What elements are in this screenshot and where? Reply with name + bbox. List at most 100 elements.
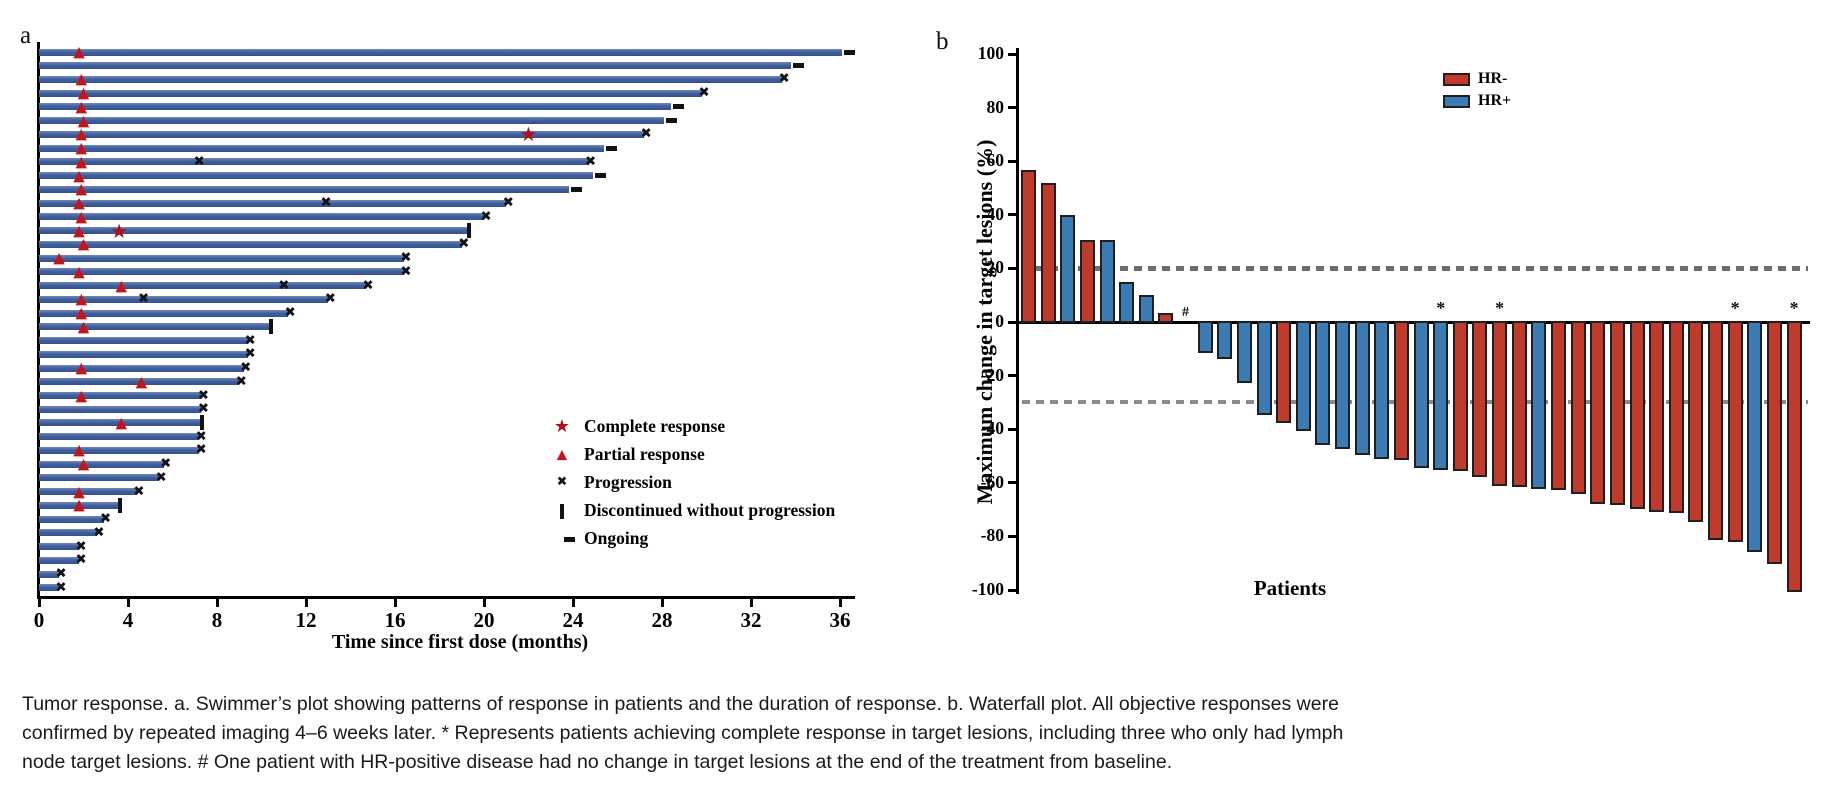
waterfall-bar-patient-31 (1609, 321, 1625, 505)
discontinued-bar-icon (467, 223, 472, 239)
waterfall-y-tick-label: -60 (980, 471, 1004, 492)
waterfall-y-tick (1008, 159, 1016, 163)
progression-x-icon: ✖ (400, 263, 412, 280)
swimmer-bar-patient-40 (39, 584, 60, 592)
waterfall-y-tick-label: 40 (986, 203, 1005, 224)
annotation-asterisk: * (1495, 298, 1505, 318)
swimmer-bar-patient-4 (39, 89, 703, 97)
swimmer-x-tick-label: 36 (829, 608, 851, 632)
waterfall-y-tick-label: 0 (995, 311, 1004, 331)
waterfall-bar-patient-8 (1158, 313, 1174, 323)
waterfall-bar-patient-27 (1531, 321, 1547, 489)
progression-x-icon: ✖ (99, 510, 112, 527)
swimmer-x-tick-label: 24 (562, 608, 584, 632)
partial-response-triangle-icon: ▲ (75, 289, 88, 308)
partial-response-triangle-icon: ▲ (115, 413, 128, 432)
ongoing-dash-icon (844, 49, 856, 55)
swimmer-bar-patient-36 (39, 529, 97, 537)
waterfall-bar-patient-13 (1256, 321, 1272, 416)
swimmer-bar-patient-20 (39, 309, 289, 317)
swimmer-x-tick-label: 12 (295, 608, 317, 632)
waterfall-y-tick (1008, 266, 1016, 270)
partial-response-triangle-icon: ▲ (556, 446, 568, 463)
waterfall-bar-patient-24 (1472, 321, 1488, 477)
waterfall-y-tick-label: -20 (980, 364, 1004, 385)
waterfall-bar-patient-6 (1119, 282, 1135, 323)
ongoing-dash-icon (570, 186, 582, 192)
panel-a-label: a (20, 22, 32, 49)
waterfall-bar-patient-20 (1393, 321, 1409, 460)
swimmer-bar-patient-26 (39, 392, 202, 399)
waterfall-bar-patient-19 (1374, 321, 1390, 460)
swimmer-x-tick-label: 28 (651, 608, 673, 632)
ongoing-dash-icon (793, 63, 805, 69)
swimmer-x-tick (126, 599, 130, 607)
ongoing-dash-icon (666, 118, 678, 124)
waterfall-bar-patient-21 (1413, 321, 1429, 468)
annotation-asterisk: * (1436, 298, 1446, 318)
partial-response-triangle-icon: ▲ (75, 358, 88, 377)
swimmer-x-tick (838, 599, 842, 607)
caption-line-3: node target lesions. # One patient with … (22, 751, 1173, 773)
swimmer-bar-patient-28 (39, 419, 202, 427)
swimmer-x-tick-label: 4 (122, 608, 134, 632)
swimmer-x-tick (304, 599, 308, 607)
swimmer-x-tick (37, 599, 41, 607)
waterfall-y-tick (1008, 106, 1016, 110)
waterfall-legend-swatch-HR- (1443, 73, 1470, 86)
swimmer-bar-patient-39 (39, 570, 60, 578)
swimmer-bar-patient-9 (39, 158, 589, 166)
partial-response-triangle-icon: ▲ (73, 495, 85, 514)
partial-response-triangle-icon: ▲ (73, 193, 85, 212)
progression-x-icon: ✖ (778, 70, 790, 87)
waterfall-y-tick-label: 60 (986, 150, 1005, 171)
waterfall-bar-patient-22 (1433, 321, 1449, 471)
swimmer-bar-patient-18 (39, 282, 367, 290)
discontinued-bar-icon (560, 503, 564, 519)
waterfall-zero-axis (1016, 320, 1810, 324)
swimmer-bar-patient-16 (39, 254, 404, 262)
swimmer-bar-patient-15 (39, 240, 462, 248)
waterfall-y-tick (1008, 427, 1016, 431)
waterfall-y-tick-label: -80 (980, 525, 1004, 546)
swimmer-x-tick (749, 599, 753, 607)
progression-x-icon: ✖ (502, 194, 514, 211)
waterfall-bar-patient-12 (1236, 321, 1252, 383)
waterfall-bar-patient-7 (1138, 294, 1154, 323)
reference-line-20 (1022, 265, 1808, 271)
waterfall-y-tick-label: -40 (980, 418, 1004, 439)
swimmer-bar-patient-19 (39, 295, 329, 303)
swimmer-plot-area: 0 4 8 12 16 20 24 28 32 36 ▲ ▲ ✖ ▲ ✖ ▲ ▲ ▲ ★ ✖ ▲ ▲ ✖ ✖ ▲ ▲ ▲ ✖ ✖ ▲ ✖ ▲ ★… (0, 0, 900, 803)
waterfall-bar-patient-2 (1040, 183, 1056, 323)
progression-x-icon: ✖ (75, 551, 87, 568)
caption-line-1: Tumor response. a. Swimmer’s plot showin… (22, 693, 1339, 715)
swimmer-bar-patient-2 (39, 62, 792, 70)
swimmer-bar-patient-35 (39, 515, 104, 523)
waterfall-bar-patient-3 (1060, 215, 1076, 323)
waterfall-y-tick-label: 80 (986, 96, 1005, 117)
partial-response-triangle-icon: ▲ (73, 482, 85, 501)
swimmer-x-tick (571, 599, 575, 607)
waterfall-bar-patient-25 (1492, 321, 1508, 487)
swimmer-bar-patient-31 (39, 460, 164, 468)
swimmer-bar-patient-3 (39, 75, 783, 83)
progression-x-icon: ✖ (55, 565, 67, 582)
progression-x-icon: ✖ (640, 125, 652, 142)
waterfall-bar-patient-36 (1708, 321, 1724, 540)
swimmer-bar-patient-25 (39, 378, 240, 386)
progression-x-icon: ✖ (284, 304, 296, 321)
partial-response-triangle-icon: ▲ (75, 303, 88, 322)
progression-x-icon: ✖ (278, 276, 290, 293)
waterfall-y-tick (1008, 320, 1016, 324)
progression-x-icon: ✖ (400, 249, 412, 266)
swimmer-bar-patient-12 (39, 199, 507, 207)
annotation-hash: # (1182, 305, 1190, 320)
partial-response-triangle-icon: ▲ (75, 386, 88, 404)
partial-response-triangle-icon: ▲ (77, 111, 90, 130)
complete-response-star-icon: ★ (553, 416, 571, 437)
progression-x-icon: ✖ (480, 208, 492, 225)
swimmer-bar-patient-14 (39, 227, 469, 235)
waterfall-bar-patient-15 (1295, 321, 1311, 432)
waterfall-bar-patient-38 (1747, 321, 1763, 552)
